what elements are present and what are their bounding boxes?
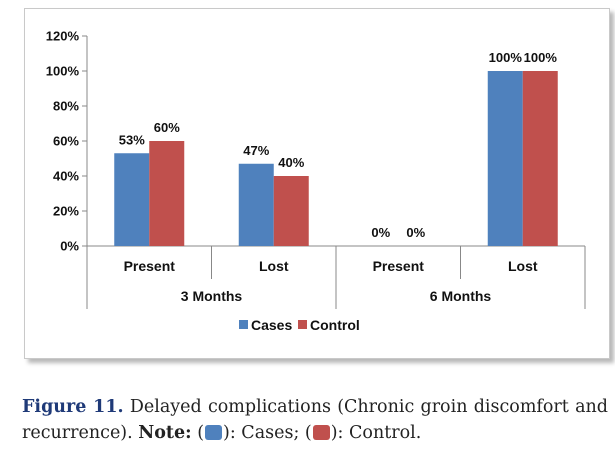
x-category-label: Lost [259, 258, 289, 274]
data-label-cases: 100% [489, 50, 523, 65]
caption-open-paren: ( [191, 423, 205, 443]
bar-control-0 [149, 141, 185, 246]
x-category-label: Present [124, 258, 176, 274]
y-tick-label: 60% [53, 134, 79, 149]
cases-color-swatch [205, 425, 223, 440]
data-label-cases: 0% [371, 225, 390, 240]
data-label-control: 40% [278, 155, 304, 170]
x-group-label: 6 Months [430, 288, 492, 304]
caption-cases-text: ): Cases; ( [223, 423, 312, 443]
legend-label-cases: Cases [251, 317, 292, 333]
data-label-control: 60% [154, 120, 180, 135]
bar-control-1 [273, 176, 309, 246]
bar-cases-1 [238, 163, 274, 246]
x-category-label: Lost [508, 258, 538, 274]
bar-cases-0 [114, 153, 150, 246]
x-category-label: Present [373, 258, 425, 274]
data-label-cases: 53% [119, 132, 145, 147]
caption-note-label: Note: [138, 423, 192, 443]
bar-control-3 [522, 71, 558, 246]
data-label-cases: 47% [243, 143, 269, 158]
y-tick-label: 100% [46, 64, 80, 79]
figure-caption: Figure 11. Delayed complications (Chroni… [22, 394, 608, 446]
legend-swatch-control [298, 320, 307, 329]
data-label-control: 0% [406, 225, 425, 240]
y-tick-label: 0% [60, 239, 79, 254]
legend-swatch-cases [239, 320, 248, 329]
y-tick-label: 120% [46, 29, 80, 44]
caption-control-text: ): Control. [330, 423, 422, 443]
data-label-control: 100% [524, 50, 558, 65]
y-tick-label: 20% [53, 204, 79, 219]
y-tick-label: 80% [53, 99, 79, 114]
caption-text: Delayed complications (Chronic groin dis… [22, 397, 608, 443]
chart-container: 0% 20% 40% 60% 80% 100% 120% Present Lost Present… [24, 8, 610, 359]
bar-cases-3 [487, 71, 523, 246]
x-group-label: 3 Months [181, 288, 243, 304]
control-color-swatch [312, 425, 330, 440]
bar-chart: 0% 20% 40% 60% 80% 100% 120% Present Lost Present… [46, 29, 586, 333]
caption-label: Figure 11. [22, 397, 124, 417]
legend-label-control: Control [310, 317, 360, 333]
y-tick-label: 40% [53, 169, 79, 184]
